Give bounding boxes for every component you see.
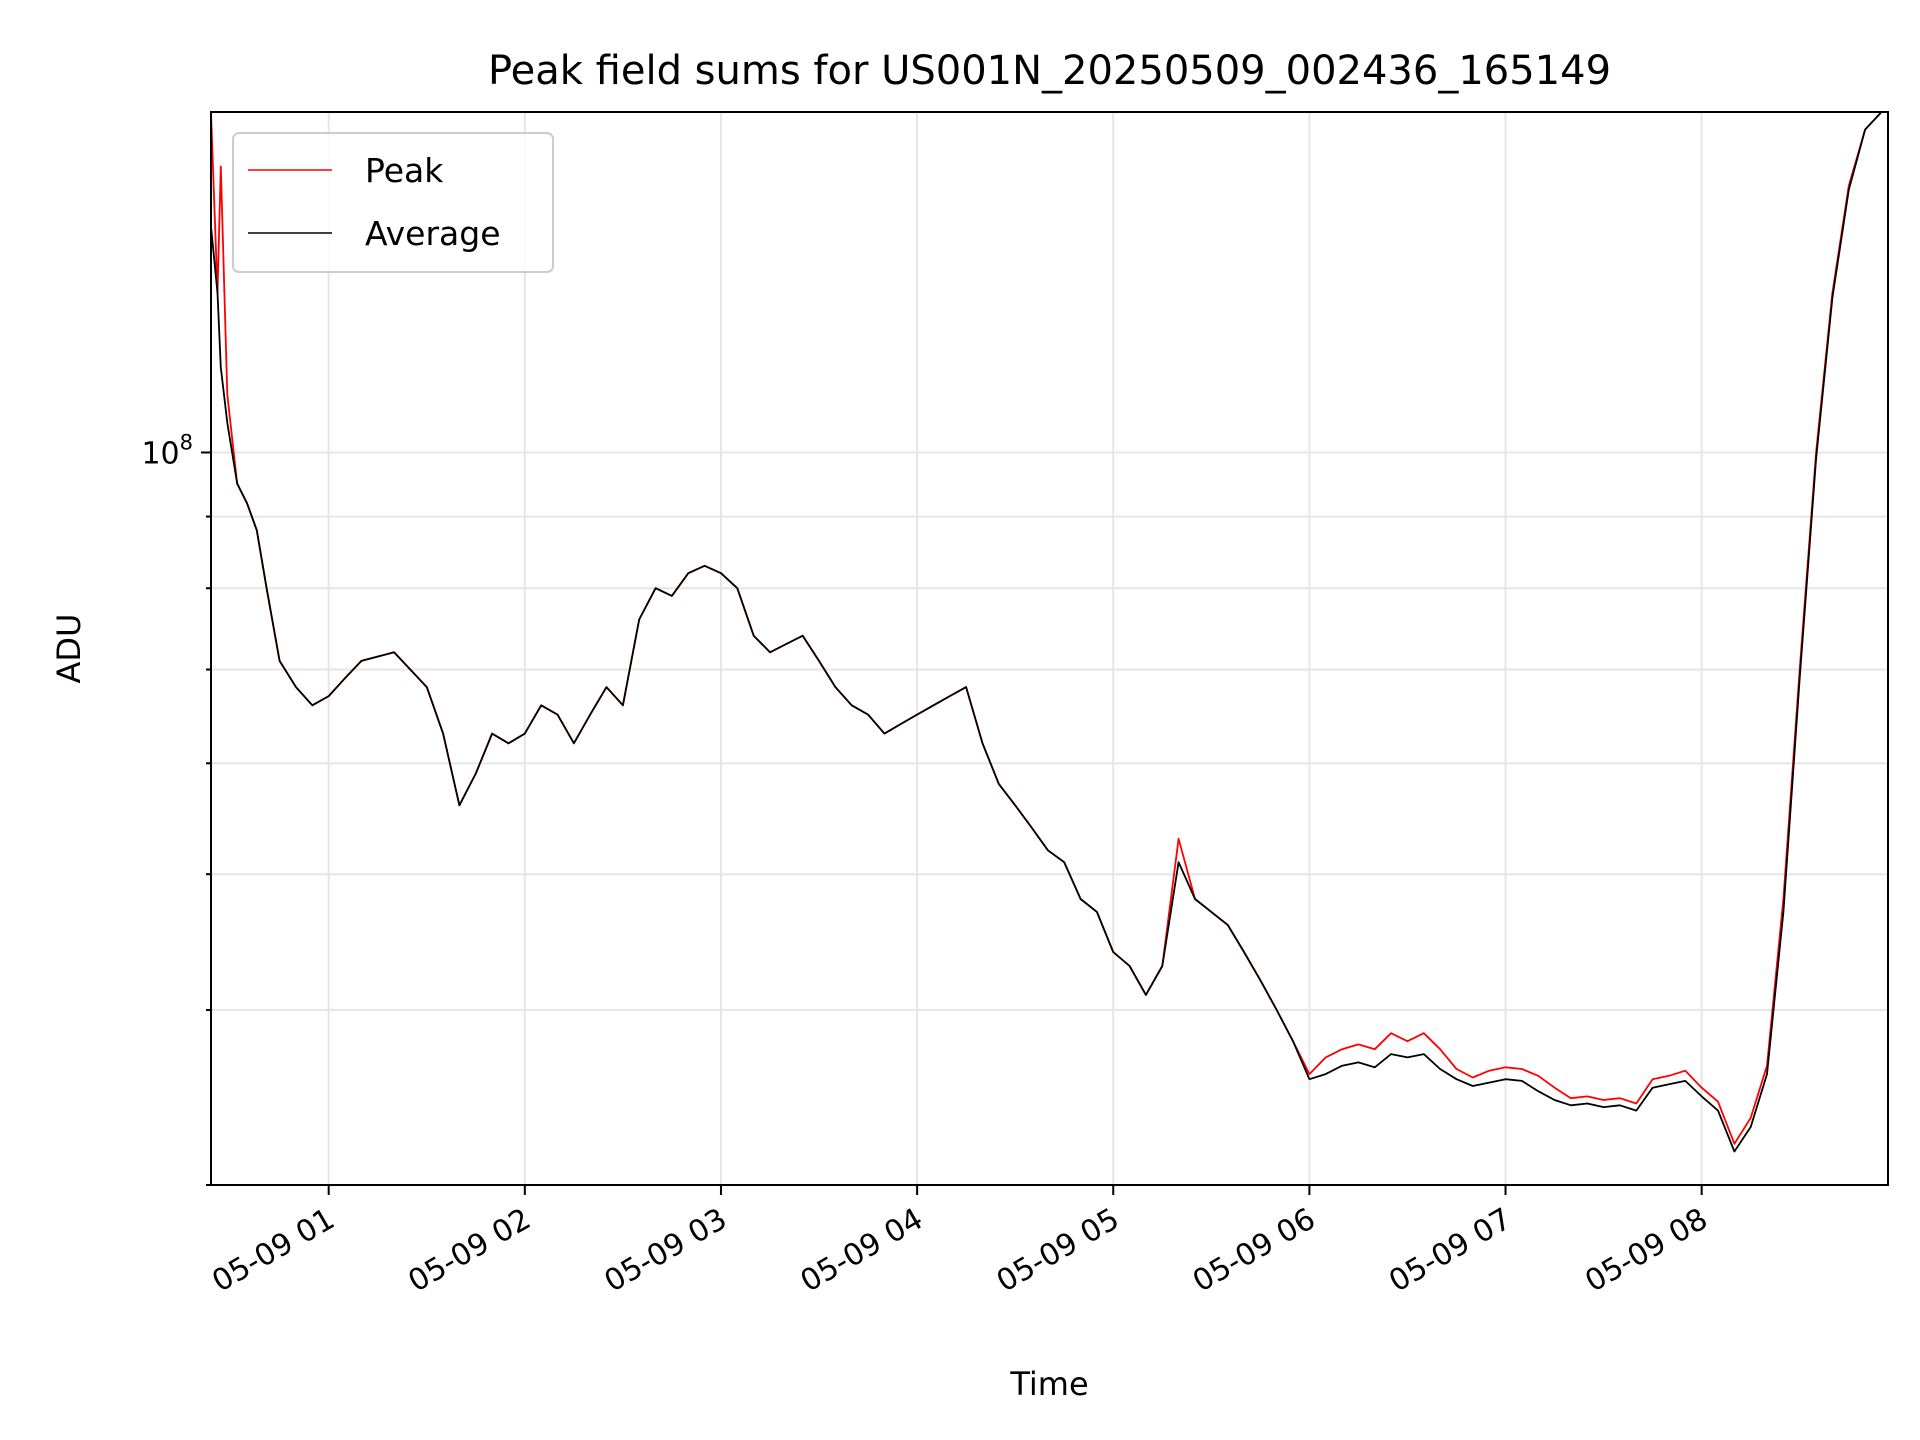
- chart-title: Peak field sums for US001N_20250509_0024…: [488, 48, 1611, 94]
- y-axis-label: ADU: [50, 614, 88, 684]
- legend: Peak Average: [232, 132, 554, 273]
- plot-frame: [210, 111, 1889, 1186]
- legend-label-peak: Peak: [365, 151, 444, 190]
- y-tick-label: 108: [141, 430, 193, 471]
- series-lines: [210, 111, 1888, 1153]
- legend-box: [232, 132, 554, 273]
- legend-label-average: Average: [365, 214, 501, 253]
- y-axis: 108: [141, 430, 211, 1186]
- series-line-average: [210, 111, 1888, 1153]
- x-axis-label: Time: [1009, 1365, 1088, 1403]
- grid: [211, 112, 1888, 1186]
